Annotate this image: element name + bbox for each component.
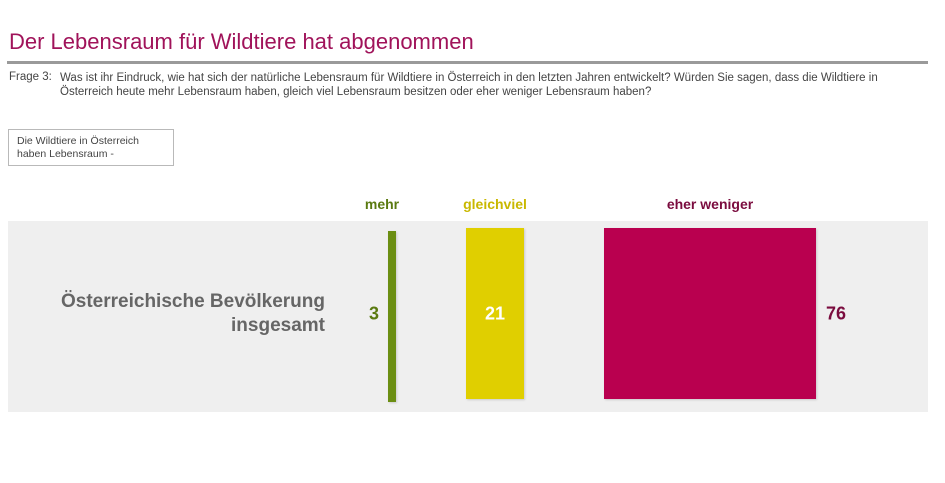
data-label-gleichviel: 21	[484, 303, 506, 324]
title-divider	[7, 61, 928, 64]
category-label-line-2: insgesamt	[231, 315, 325, 336]
category-label-line-1: Österreichische Bevölkerung	[61, 291, 325, 312]
bar-mehr	[387, 231, 397, 402]
bar-eher-weniger	[604, 228, 816, 399]
legend-item-eher-weniger: eher weniger	[666, 196, 754, 212]
bar-gleichviel	[465, 228, 525, 399]
category-label: Österreichische Bevölkerung insgesamt	[5, 290, 325, 338]
data-label-eher-weniger: 76	[825, 303, 847, 324]
answer-stem-box: Die Wildtiere in Österreich haben Lebens…	[8, 129, 174, 166]
question-text: Was ist ihr Eindruck, wie hat sich der n…	[60, 72, 878, 98]
legend-item-gleichviel: gleichviel	[463, 196, 527, 212]
question-label: Frage 3:	[9, 71, 52, 83]
page-title: Der Lebensraum für Wildtiere hat abgenom…	[9, 29, 474, 54]
data-label-mehr: 3	[368, 303, 380, 324]
legend-item-mehr: mehr	[364, 196, 400, 212]
